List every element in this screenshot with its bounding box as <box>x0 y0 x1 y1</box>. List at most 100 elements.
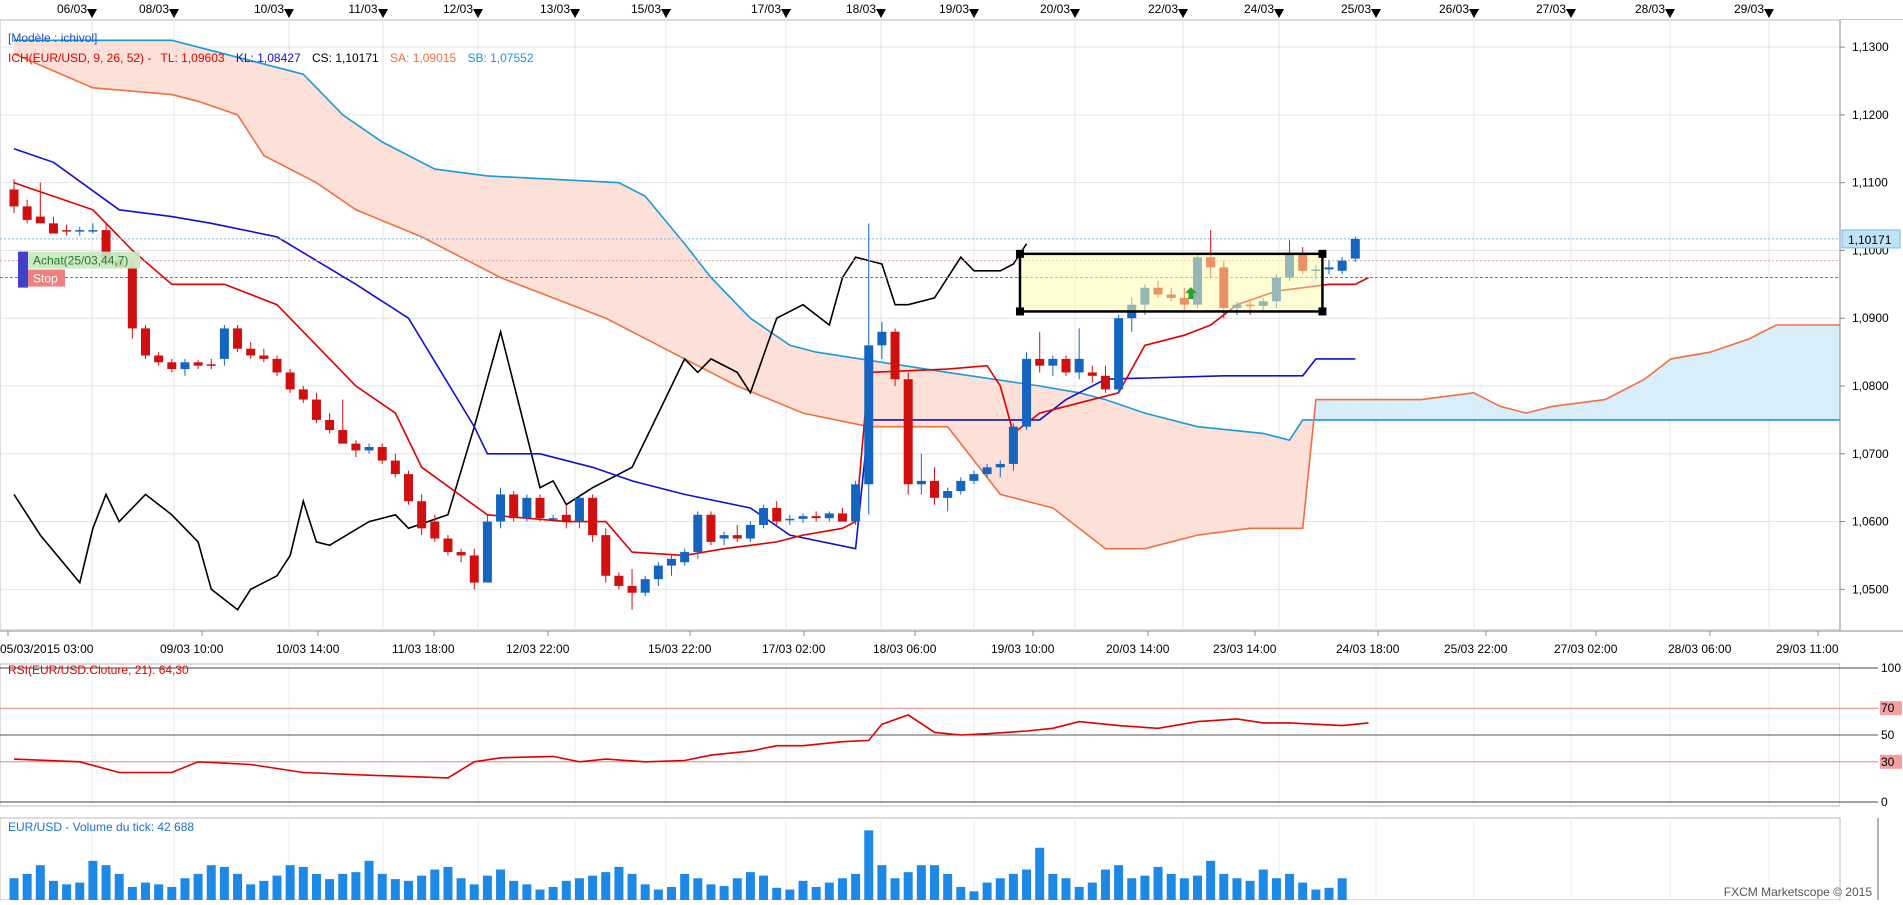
cloud-segment-bearish <box>1131 408 1145 549</box>
candle <box>1114 314 1124 393</box>
rsi-level-label: 50 <box>1881 728 1895 742</box>
volume-bar <box>48 880 58 900</box>
volume-bar <box>956 886 966 900</box>
candle-body <box>614 575 624 586</box>
candle-body <box>864 345 874 485</box>
candle <box>798 513 808 523</box>
volume-title: EUR/USD - Volume du tick: 42 688 <box>8 820 194 834</box>
cloud-segment-bullish <box>1329 399 1343 420</box>
candle <box>259 348 269 363</box>
candle-body <box>995 463 1005 468</box>
volume-bar <box>1232 878 1242 900</box>
selection-handle <box>1318 249 1327 258</box>
cloud-segment-bearish <box>1250 432 1264 529</box>
cloud-segment-bullish <box>1762 325 1777 420</box>
candle <box>377 443 387 464</box>
achat-label: Achat(25/03,44,7) <box>33 254 128 268</box>
candle <box>640 575 650 597</box>
candle-body <box>1074 358 1084 373</box>
cloud-segment-bullish <box>1342 399 1356 420</box>
volume-bar <box>154 884 164 900</box>
cloud-segment-bearish <box>198 47 212 106</box>
volume-bar <box>167 886 177 900</box>
candle-body <box>233 328 243 349</box>
volume-bar <box>246 884 256 900</box>
top-axis-marker <box>378 9 388 18</box>
candle-body <box>469 555 479 583</box>
price-tick-label: 1,0900 <box>1852 311 1889 325</box>
time-tick-label: 28/03 06:00 <box>1668 642 1732 656</box>
candle <box>404 470 413 505</box>
tenkan-sen-line <box>13 181 1369 557</box>
cloud-segment-bearish <box>750 318 764 397</box>
volume-bar <box>285 865 295 900</box>
candle-body <box>154 355 164 363</box>
candle-body <box>903 379 913 485</box>
volume-bar <box>930 865 939 900</box>
cloud-segment-bearish <box>829 354 843 422</box>
top-axis-marker <box>876 9 886 18</box>
cloud-segment-bearish <box>171 40 185 98</box>
cloud-segment-bullish <box>1526 409 1540 420</box>
volume-bar <box>969 891 979 900</box>
cloud-segment-bearish <box>277 67 291 170</box>
cloud-segment-bullish <box>1447 394 1461 420</box>
rsi-levels: 100 70 50 30 0 <box>0 661 1903 809</box>
cloud-segment-bearish <box>684 243 698 366</box>
candle-body <box>75 230 85 232</box>
candle <box>982 463 992 478</box>
ichimoku-prefix: ICH(EUR/USD, 9, 26, 52) - <box>8 51 151 65</box>
candle-body <box>851 484 861 522</box>
volume-bar <box>1035 847 1045 900</box>
volume-bar <box>193 873 203 900</box>
rsi-level-label: 30 <box>1881 755 1895 769</box>
cloud-segment-bearish <box>710 277 725 380</box>
time-tick-label: 20/03 14:00 <box>1106 642 1170 656</box>
candle <box>141 325 150 359</box>
candle-body <box>9 189 19 207</box>
volume-bar <box>1127 878 1137 900</box>
candle <box>246 341 256 359</box>
cloud-segment-bullish <box>1670 356 1685 420</box>
cloud-segment-bullish <box>1368 399 1382 420</box>
cloud-segment-bearish <box>40 40 54 71</box>
candle <box>482 514 492 583</box>
cloud-segment-bearish <box>1144 413 1159 549</box>
volume-bar <box>180 878 190 900</box>
candle <box>325 413 335 434</box>
candle <box>745 521 755 542</box>
time-tick-label: 10/03 14:00 <box>276 642 340 656</box>
cloud-segment-bullish <box>1473 392 1487 420</box>
candle <box>154 352 164 366</box>
candle-body <box>88 230 98 232</box>
cloud-segment-bearish <box>1223 429 1237 532</box>
price-tick-label: 1,0700 <box>1852 447 1889 461</box>
cloud-segment-bearish <box>658 212 672 353</box>
time-tick-label: 19/03 10:00 <box>991 642 1055 656</box>
time-tick-label: 09/03 10:00 <box>160 642 224 656</box>
candle-body <box>627 585 637 593</box>
volume-bar <box>1074 886 1084 900</box>
ichimoku-cs: CS: 1,10171 <box>312 51 379 65</box>
chikou-span-line <box>13 243 1028 611</box>
top-axis-label: 08/03 <box>139 2 169 16</box>
candle <box>1035 331 1045 373</box>
cloud-segment-bearish <box>263 64 277 163</box>
volume-bar <box>719 886 729 900</box>
top-axis-marker <box>1469 9 1479 18</box>
cloud-segment-bullish <box>1499 406 1514 420</box>
volume-bar <box>430 869 440 900</box>
candle-body <box>180 362 190 370</box>
volume-bar <box>101 865 111 900</box>
candle <box>338 399 348 444</box>
volume-bar <box>667 886 676 900</box>
candle <box>614 572 624 590</box>
cloud-segment-bearish <box>513 177 527 288</box>
cloud-segment-bullish <box>1592 399 1606 420</box>
time-tick-label: 05/03/2015 03:00 <box>0 642 94 656</box>
volume-bar <box>601 872 611 900</box>
volume-bar <box>1048 873 1058 900</box>
top-axis-marker <box>570 9 580 18</box>
volume-bar <box>259 880 269 900</box>
candle <box>456 548 466 563</box>
